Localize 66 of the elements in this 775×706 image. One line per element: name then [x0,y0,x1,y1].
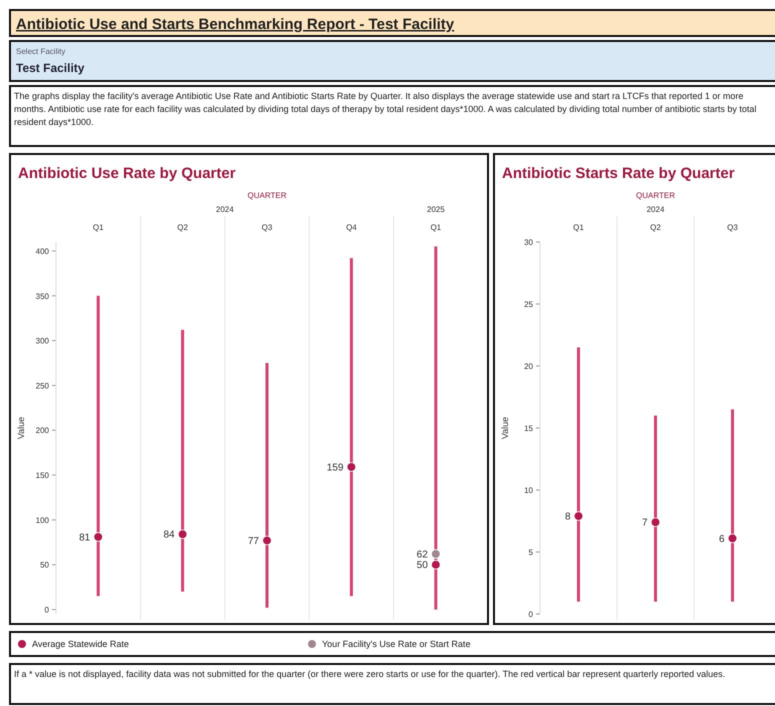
legend-label: Average Statewide Rate [32,639,129,649]
bar [181,330,184,592]
data-label: 6 [718,534,725,545]
y-tick-label: 350 [36,292,50,301]
y-tick-label: 50 [40,560,50,570]
y-tick-label: 10 [524,486,534,495]
bar [434,246,438,610]
data-label: 159 [326,462,344,474]
y-tick-label: 15 [524,424,534,433]
y-tick-label: 200 [36,426,50,436]
bar [96,296,100,596]
data-label: 77 [248,536,260,547]
data-label: 8 [564,512,571,523]
y-tick-label: 0 [528,610,534,619]
y-tick-label: 300 [36,336,50,346]
point [431,560,441,570]
text: Select Facility [16,47,66,56]
x-tick-label: Q1 [573,223,584,232]
x-tick-label: Q1 [430,223,442,232]
y-tick-label: 30 [524,238,534,247]
point [574,511,584,521]
chart-title: Antibiotic Use Rate by Quarter [18,165,236,182]
text: 2025 [426,205,446,214]
y-axis-title: Value [16,416,26,440]
data-label: 62 [416,549,428,560]
y-tick-label: 0 [44,606,50,615]
chart-title: Antibiotic Starts Rate by Quarter [502,165,735,182]
point [178,529,188,539]
point [93,532,103,542]
y-tick-label: 20 [524,362,534,371]
point [346,462,356,472]
x-tick-label: Q2 [177,223,188,232]
text: 2024 [216,205,234,214]
data-label: 50 [416,560,428,572]
x-tick-label: Q3 [727,223,738,232]
text: The graphs display the facility's average Antibiotic Use Rate and Antibiotic Starts Rate by Quarter. It also displays the average statewide use and start ra LTCFs that reported 1 or more months. Antibiotic use rate for each facility was calculated by dividing total days of therapy by total resident days*1000. A was calculated by dividing total number of antibiotic starts by total resident days*1000. [14,90,758,129]
bar [577,347,580,602]
data-label: 84 [163,530,176,541]
y-tick-label: 400 [36,246,50,256]
bar [731,409,734,602]
y-tick-label: 100 [36,516,50,525]
text: Test Facility [16,61,85,75]
y-axis-title: Value [500,416,510,440]
y-tick-label: 5 [528,548,534,557]
bar [654,416,657,602]
y-tick-label: 25 [524,300,534,309]
data-label: 81 [79,532,91,544]
text: If a * value is not displayed, facility data was not submitted for the quarter (or there were zero starts or use for the quarter). The red vertical bar represent quarterly reported values. [14,668,726,681]
point [262,536,272,546]
point [431,549,441,559]
point [650,517,660,527]
y-tick-label: 250 [36,381,50,390]
legend-label: Your Facility's Use Rate or Start Rate [322,639,470,649]
x-tick-label: Q4 [346,223,358,232]
bar [266,363,268,608]
text: 2024 [646,205,665,214]
point [728,534,738,544]
x-tick-label: Q1 [92,223,104,232]
y-tick-label: 150 [36,471,50,480]
text: Antibiotic Use and Starts Benchmarking Report - Test Facility [16,16,455,33]
x-tick-label: Q2 [650,223,662,232]
bar [350,258,353,596]
x-axis-title: QUARTER [248,191,287,200]
x-tick-label: Q3 [262,223,273,232]
x-axis-title: QUARTER [636,191,676,200]
data-label: 7 [642,518,648,529]
